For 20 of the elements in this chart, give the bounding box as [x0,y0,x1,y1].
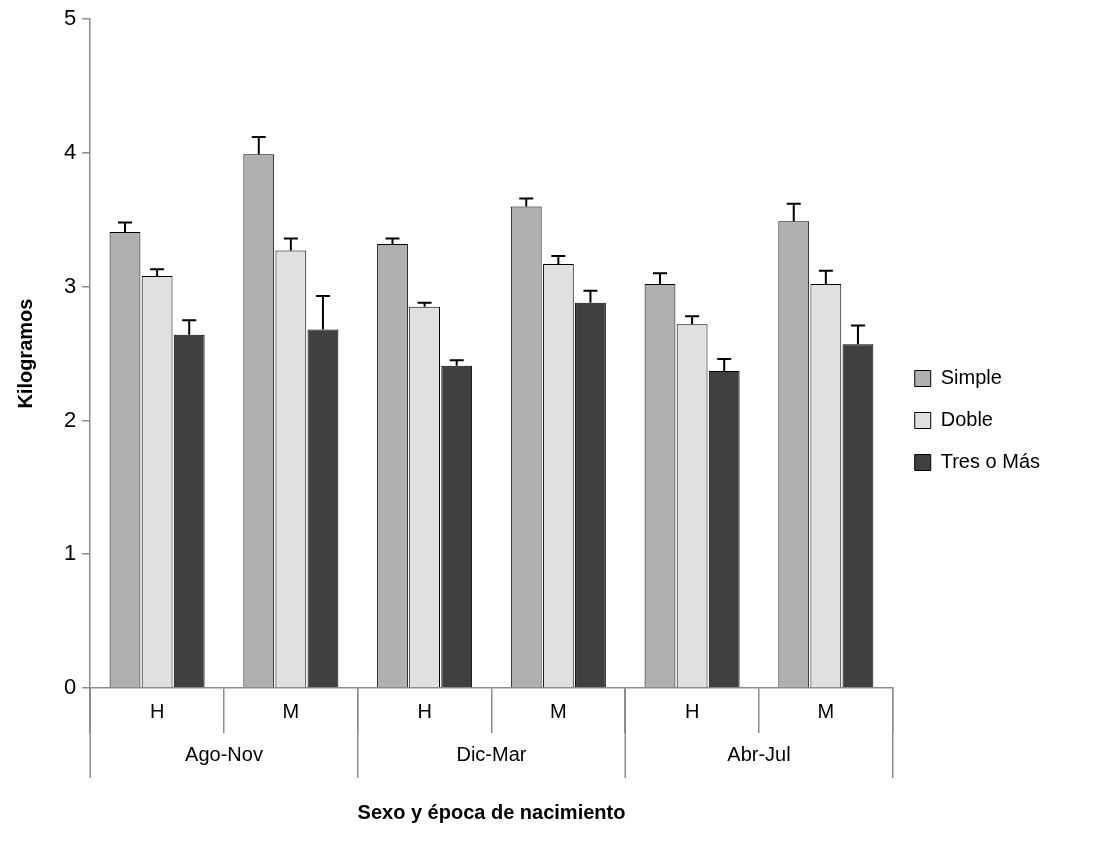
x-tick-label: H [684,699,700,722]
y-tick-label: 1 [63,540,77,566]
legend-label: Tres o Más [940,450,1040,473]
y-tick-label: 4 [63,139,77,165]
legend-label: Simple [940,366,1002,389]
x-tick-label: M [550,699,567,722]
x-axis-title: Sexo y época de nacimiento [357,800,626,823]
text: Abr-Jul [727,742,791,765]
text: Dic-Mar [456,742,527,765]
y-tick-label: 0 [63,674,77,700]
y-tick-label: 2 [63,406,77,432]
legend-label: Doble [940,408,993,431]
y-tick-label: 3 [63,272,77,298]
x-tick-label: M [817,699,835,722]
x-tick-label: H [149,699,165,722]
text: Ago-Nov [185,742,263,765]
x-tick-label: H [417,699,432,722]
y-axis-title: Kilogramos [13,298,36,409]
x-tick-label: M [282,699,300,722]
y-tick-label: 5 [63,5,77,31]
